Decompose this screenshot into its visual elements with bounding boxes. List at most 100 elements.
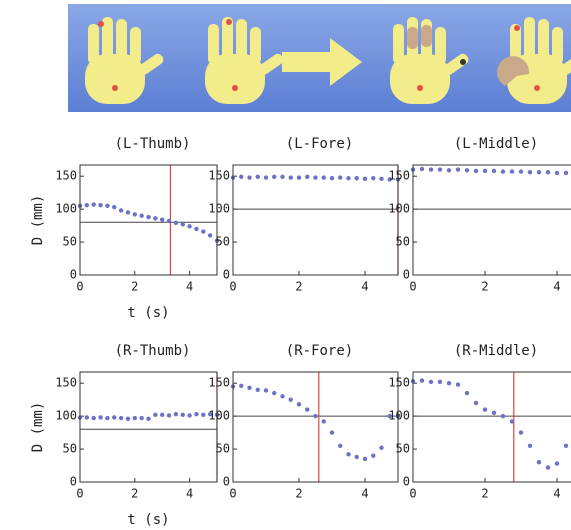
data-point <box>181 222 185 226</box>
data-point <box>153 413 157 417</box>
figure: (L-Thumb)050100150024D (mm)t (s)(L-Fore)… <box>0 0 571 530</box>
data-point <box>483 169 487 173</box>
y-tick-label: 50 <box>396 235 410 249</box>
x-tick-label: 2 <box>481 487 488 501</box>
data-point <box>119 416 123 420</box>
hands-banner <box>68 4 571 112</box>
x-tick-label: 4 <box>361 280 368 294</box>
data-point <box>98 415 102 419</box>
data-point <box>174 412 178 416</box>
plot-frame <box>233 165 398 275</box>
data-point <box>139 416 143 420</box>
data-point <box>519 430 523 434</box>
data-point <box>112 205 116 209</box>
data-point <box>256 388 260 392</box>
data-point <box>305 407 309 411</box>
data-point <box>564 171 568 175</box>
x-tick-label: 0 <box>409 487 416 501</box>
data-point <box>492 411 496 415</box>
chart-title: (R-Middle) <box>454 343 538 359</box>
data-point <box>305 175 309 179</box>
x-tick-label: 0 <box>229 487 236 501</box>
data-point <box>133 212 137 216</box>
data-point <box>474 169 478 173</box>
data-point <box>528 170 532 174</box>
data-point <box>501 414 505 418</box>
data-point <box>447 168 451 172</box>
data-point <box>146 215 150 219</box>
chart-title: (L-Middle) <box>454 136 538 152</box>
y-tick-label: 50 <box>216 235 230 249</box>
data-point <box>272 391 276 395</box>
data-point <box>519 169 523 173</box>
data-point <box>546 465 550 469</box>
data-point <box>208 233 212 237</box>
data-point <box>537 460 541 464</box>
data-point <box>363 457 367 461</box>
data-point <box>160 217 164 221</box>
data-point <box>256 175 260 179</box>
chart-title: (R-Fore) <box>286 343 353 359</box>
plot-frame <box>80 165 217 275</box>
x-tick-label: 4 <box>361 487 368 501</box>
data-point <box>555 171 559 175</box>
x-axis-label: t (s) <box>127 305 169 321</box>
data-point <box>492 169 496 173</box>
y-tick-label: 50 <box>63 442 77 456</box>
data-point <box>346 176 350 180</box>
data-point <box>85 415 89 419</box>
x-tick-label: 2 <box>295 280 302 294</box>
data-point <box>322 175 326 179</box>
y-axis-label: D (mm) <box>30 195 46 246</box>
chart-title: (L-Fore) <box>286 136 353 152</box>
data-point <box>528 444 532 448</box>
data-point <box>289 175 293 179</box>
data-point <box>139 214 143 218</box>
x-tick-label: 4 <box>186 280 193 294</box>
data-point <box>126 210 130 214</box>
x-tick-label: 4 <box>553 280 560 294</box>
data-point <box>272 175 276 179</box>
data-point <box>338 444 342 448</box>
data-point <box>85 203 89 207</box>
data-point <box>371 453 375 457</box>
data-point <box>420 167 424 171</box>
chart-title: (R-Thumb) <box>115 343 191 359</box>
data-point <box>510 419 514 423</box>
data-point <box>92 202 96 206</box>
data-point <box>447 381 451 385</box>
y-tick-label: 50 <box>63 235 77 249</box>
data-point <box>456 167 460 171</box>
data-point <box>264 175 268 179</box>
data-point <box>201 413 205 417</box>
y-tick-label: 100 <box>55 409 77 423</box>
y-tick-label: 50 <box>216 442 230 456</box>
data-point <box>322 419 326 423</box>
data-point <box>338 175 342 179</box>
data-point <box>239 384 243 388</box>
data-point <box>187 224 191 228</box>
y-tick-label: 100 <box>208 202 230 216</box>
y-tick-label: 150 <box>208 169 230 183</box>
page: (L-Thumb)050100150024D (mm)t (s)(L-Fore)… <box>0 0 571 530</box>
data-point <box>297 175 301 179</box>
data-point <box>92 416 96 420</box>
data-point <box>465 391 469 395</box>
data-point <box>119 208 123 212</box>
data-point <box>133 416 137 420</box>
data-point <box>105 416 109 420</box>
data-point <box>429 167 433 171</box>
y-tick-label: 100 <box>388 202 410 216</box>
data-point <box>355 176 359 180</box>
data-point <box>355 455 359 459</box>
data-point <box>160 413 164 417</box>
x-tick-label: 0 <box>409 280 416 294</box>
data-point <box>330 430 334 434</box>
x-tick-label: 0 <box>76 280 83 294</box>
data-point <box>181 413 185 417</box>
data-point <box>167 219 171 223</box>
data-point <box>465 168 469 172</box>
data-point <box>313 414 317 418</box>
data-point <box>264 388 268 392</box>
y-tick-label: 100 <box>388 409 410 423</box>
